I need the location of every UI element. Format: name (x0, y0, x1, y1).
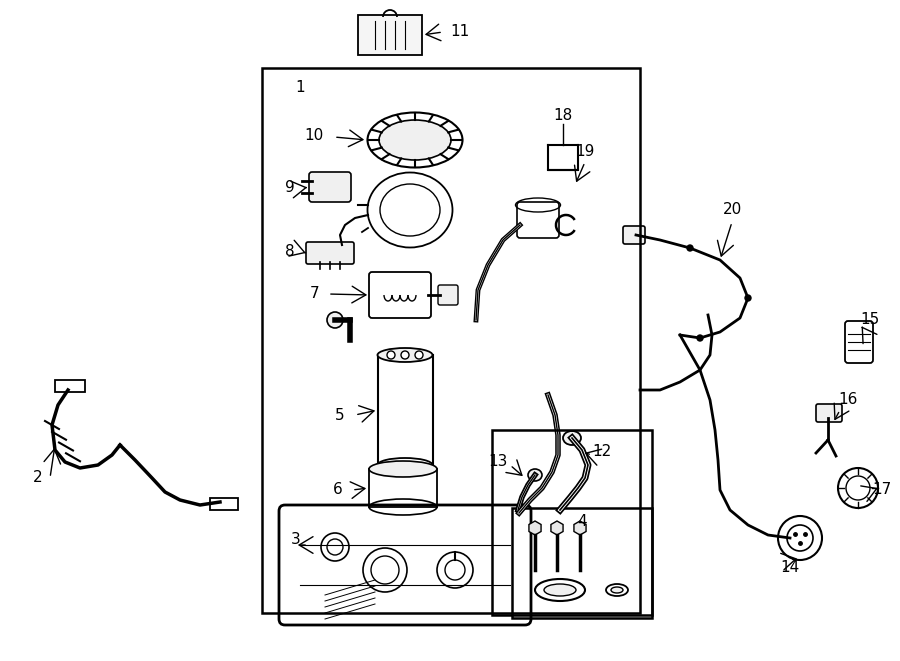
Text: 20: 20 (723, 202, 742, 217)
Text: 19: 19 (575, 145, 595, 159)
Circle shape (697, 335, 703, 341)
Ellipse shape (544, 584, 576, 596)
Text: 12: 12 (592, 444, 612, 459)
Bar (55, 380, 85, 392)
Bar (210, 498, 238, 510)
Ellipse shape (563, 431, 581, 445)
FancyBboxPatch shape (309, 172, 351, 202)
Text: 15: 15 (860, 313, 879, 327)
Circle shape (745, 295, 751, 301)
FancyBboxPatch shape (623, 226, 645, 244)
Text: 18: 18 (554, 108, 572, 122)
FancyBboxPatch shape (306, 242, 354, 264)
FancyBboxPatch shape (358, 15, 422, 55)
Text: 11: 11 (450, 24, 470, 40)
Text: 7: 7 (310, 286, 320, 301)
Bar (492, 430, 652, 615)
Bar (512, 508, 652, 618)
Ellipse shape (377, 348, 433, 362)
Text: 16: 16 (838, 393, 858, 407)
Text: 5: 5 (335, 407, 345, 422)
Text: 3: 3 (291, 533, 301, 547)
Polygon shape (529, 521, 541, 535)
Polygon shape (574, 521, 586, 535)
Text: 14: 14 (780, 561, 799, 576)
Text: 6: 6 (333, 483, 343, 498)
FancyBboxPatch shape (816, 404, 842, 422)
Circle shape (327, 312, 343, 328)
Polygon shape (551, 521, 563, 535)
Circle shape (687, 245, 693, 251)
Ellipse shape (611, 587, 623, 593)
Text: 10: 10 (304, 128, 324, 143)
Text: 17: 17 (872, 483, 892, 498)
Text: 1: 1 (295, 81, 305, 95)
Bar (369, 469, 437, 507)
Text: 4: 4 (577, 514, 587, 529)
Bar (262, 68, 640, 613)
Ellipse shape (379, 120, 451, 160)
Circle shape (415, 351, 423, 359)
Circle shape (387, 351, 395, 359)
Ellipse shape (369, 461, 437, 477)
Text: 9: 9 (285, 180, 295, 196)
FancyBboxPatch shape (438, 285, 458, 305)
Text: 2: 2 (33, 471, 43, 485)
Bar (378, 355, 433, 465)
Ellipse shape (528, 469, 542, 481)
Circle shape (401, 351, 409, 359)
Text: 13: 13 (489, 455, 508, 469)
Text: 8: 8 (285, 245, 295, 260)
